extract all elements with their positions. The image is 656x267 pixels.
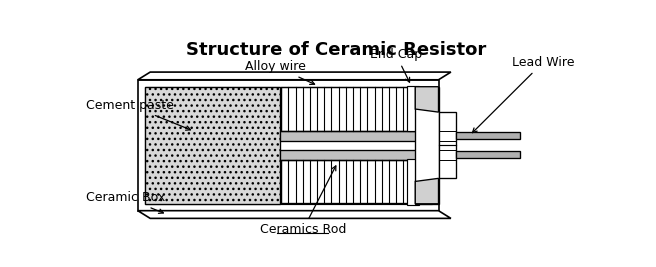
Bar (455, 151, 520, 158)
Bar (138, 80, 438, 211)
Text: Ceramics Rod: Ceramics Rod (260, 166, 346, 237)
Bar (281, 88, 418, 131)
Bar (279, 131, 419, 141)
Polygon shape (415, 178, 438, 204)
Bar (407, 159, 419, 205)
Bar (438, 112, 455, 178)
Polygon shape (138, 72, 451, 80)
Bar (279, 150, 419, 160)
Bar (145, 87, 279, 204)
Text: Lead Wire: Lead Wire (472, 56, 575, 133)
Text: Structure of Ceramic Resistor: Structure of Ceramic Resistor (186, 41, 486, 59)
Polygon shape (415, 87, 438, 112)
Bar (145, 87, 432, 204)
Text: Cement paste: Cement paste (86, 99, 190, 130)
Text: Alloy wire: Alloy wire (245, 60, 315, 84)
Text: Ceramic Box: Ceramic Box (86, 191, 165, 213)
Bar (407, 86, 419, 131)
Polygon shape (138, 211, 451, 218)
Bar (415, 87, 438, 204)
Bar (281, 160, 418, 203)
Text: End Cap: End Cap (370, 48, 422, 82)
Bar (455, 132, 520, 139)
